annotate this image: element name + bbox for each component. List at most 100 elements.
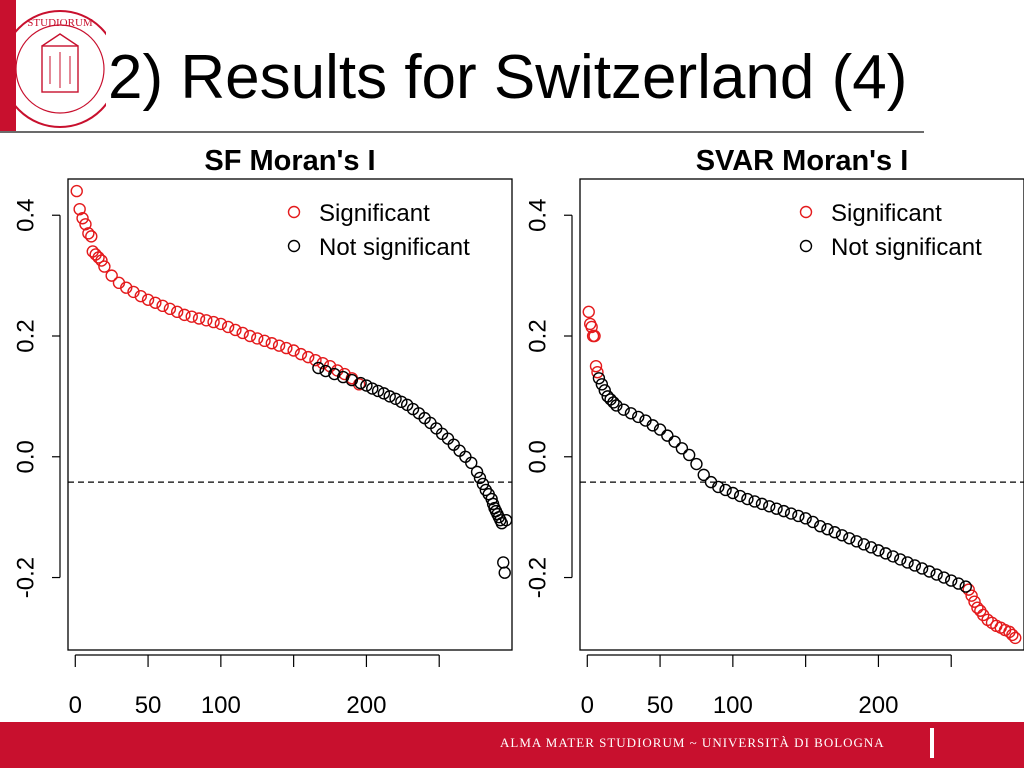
point-significant	[207, 315, 220, 329]
point-not-significant	[377, 387, 391, 400]
x-tick-label: 200	[346, 692, 386, 719]
title-divider	[0, 131, 924, 133]
point-not-significant	[712, 480, 725, 494]
point-not-significant	[835, 529, 849, 542]
footer-bar: ALMA MATER STUDIORUM ~ UNIVERSITÀ DI BOL…	[0, 722, 1024, 768]
legend-marker-significant	[287, 205, 301, 219]
point-significant	[352, 378, 366, 391]
point-not-significant	[828, 526, 841, 539]
point-significant	[185, 310, 198, 323]
point-significant	[105, 269, 118, 282]
point-significant	[1009, 631, 1022, 645]
point-significant	[301, 350, 315, 364]
point-significant	[163, 302, 177, 316]
point-significant	[85, 230, 98, 243]
point-significant	[95, 254, 108, 267]
point-not-significant	[354, 376, 367, 390]
point-significant	[86, 245, 99, 258]
point-not-significant	[923, 565, 936, 578]
point-not-significant	[632, 410, 645, 424]
point-not-significant	[879, 547, 892, 560]
point-not-significant	[497, 556, 510, 569]
point-significant	[243, 329, 257, 343]
point-not-significant	[937, 571, 951, 584]
point-not-significant	[945, 574, 958, 587]
point-significant	[127, 285, 140, 299]
point-significant	[591, 366, 604, 379]
point-not-significant	[646, 419, 659, 432]
point-significant	[258, 334, 271, 348]
point-significant	[251, 332, 264, 345]
y-tick-label: 0.4	[12, 199, 39, 232]
point-not-significant	[336, 370, 350, 384]
point-not-significant	[821, 523, 834, 536]
point-not-significant	[901, 556, 914, 569]
point-not-significant	[857, 538, 871, 551]
legend-marker-not-significant	[799, 239, 813, 253]
seal-lettering: STUDIORUM	[27, 17, 93, 29]
point-significant	[1006, 628, 1019, 642]
point-not-significant	[908, 559, 922, 572]
point-significant	[89, 248, 102, 261]
legend-marker-not-significant	[287, 239, 301, 253]
x-tick-label: 200	[858, 692, 898, 719]
y-tick-label: 0.0	[12, 440, 39, 473]
seal-icon: STUDIORUM	[1, 10, 119, 128]
point-significant	[170, 305, 184, 319]
point-not-significant	[733, 489, 747, 503]
point-not-significant	[748, 495, 761, 508]
point-not-significant	[653, 423, 667, 436]
point-not-significant	[447, 438, 460, 451]
point-significant	[214, 317, 228, 331]
point-not-significant	[719, 483, 732, 497]
x-tick-label: 0	[69, 692, 82, 719]
plot-frame	[579, 178, 1024, 651]
point-not-significant	[360, 379, 373, 392]
chart-sf-svg: SF Moran's I 0.4 0.2 0.0 -0.2 0 50 100 200 Signif…	[12, 145, 513, 719]
point-not-significant	[383, 390, 396, 403]
point-not-significant	[459, 450, 472, 463]
point-not-significant	[741, 492, 754, 506]
point-significant	[192, 312, 206, 325]
point-significant	[120, 281, 133, 294]
point-not-significant	[813, 520, 827, 533]
point-not-significant	[598, 384, 611, 397]
point-not-significant	[473, 471, 487, 485]
point-not-significant	[328, 367, 341, 381]
point-significant	[309, 353, 322, 367]
x-tick-label: 50	[647, 692, 674, 719]
point-significant	[82, 227, 95, 240]
x-tick-label: 50	[135, 692, 162, 719]
chart-title: SF Moran's I	[204, 145, 375, 177]
point-not-significant	[389, 392, 402, 405]
point-significant	[178, 308, 191, 322]
point-not-significant	[661, 429, 674, 442]
footer-divider	[930, 728, 934, 758]
point-not-significant	[499, 513, 513, 527]
point-significant	[98, 260, 111, 273]
point-significant	[141, 293, 155, 306]
point-not-significant	[864, 541, 878, 554]
point-significant	[294, 347, 308, 361]
point-significant	[79, 218, 92, 231]
point-significant	[73, 202, 86, 216]
point-not-significant	[799, 512, 812, 525]
point-not-significant	[763, 500, 776, 513]
point-not-significant	[915, 562, 929, 575]
point-significant	[588, 329, 601, 343]
point-not-significant	[607, 396, 620, 409]
x-tick-label: 100	[713, 692, 753, 719]
point-significant	[70, 184, 83, 198]
point-not-significant	[850, 535, 863, 548]
point-significant	[200, 314, 213, 327]
point-not-significant	[930, 568, 943, 581]
point-significant	[156, 299, 169, 313]
legend-label-not-significant: Not significant	[831, 234, 982, 261]
chart-title: SVAR Moran's I	[696, 145, 909, 177]
point-not-significant	[610, 399, 623, 412]
chart-svar-svg: SVAR Moran's I 0.4 0.2 0.0 -0.2 0 50 100 200 Sign…	[524, 145, 1024, 719]
legend-label-significant: Significant	[319, 200, 430, 227]
point-significant	[149, 296, 162, 309]
chart-sf-morans-i: SF Moran's I 0.4 0.2 0.0 -0.2 0 50 100 200 Signif…	[0, 140, 520, 720]
x-tick-label: 100	[201, 692, 241, 719]
